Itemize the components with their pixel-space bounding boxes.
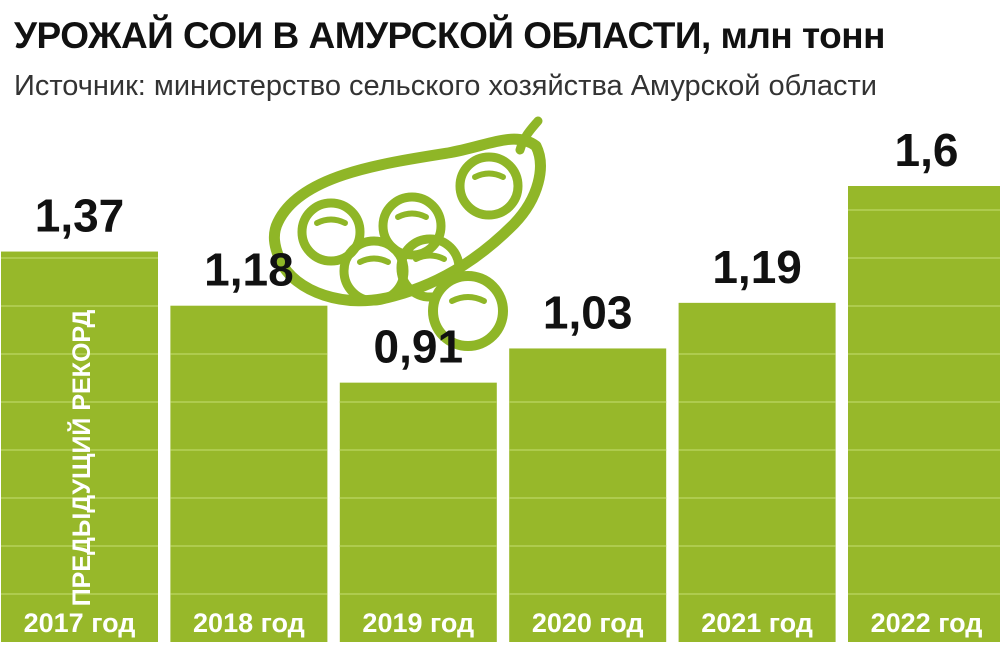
bar-value-label: 1,19 xyxy=(712,241,802,293)
bar xyxy=(339,382,497,642)
bar-category-label: 2019 год xyxy=(362,608,474,638)
bar-group: 1,19 2021 год xyxy=(678,241,836,642)
bar xyxy=(170,305,328,642)
bar-group: 1,6 2022 год xyxy=(848,124,1000,642)
chart-source: Источник: министерство сельского хозяйст… xyxy=(14,70,877,102)
bar-category-label: 2018 год xyxy=(193,608,305,638)
bar-category-label: 2017 год xyxy=(24,608,136,638)
bar xyxy=(1,251,158,643)
bar-value-label: 1,37 xyxy=(35,190,125,242)
bar-category-label: 2021 год xyxy=(701,608,813,638)
bar-value-label: 0,91 xyxy=(374,321,464,373)
bar-annotation: ПРЕДЫДУЩИЙ РЕКОРД xyxy=(66,310,96,607)
chart-title: УРОЖАЙ СОИ В АМУРСКОЙ ОБЛАСТИ, млн тонн xyxy=(14,15,885,56)
bar-category-label: 2020 год xyxy=(532,608,644,638)
bar-group: 1,03 2020 год xyxy=(509,286,667,642)
bar-value-label: 1,18 xyxy=(204,244,294,296)
bar-group: 0,91 2019 год xyxy=(339,321,497,642)
bar-group: 1,18 2018 год xyxy=(170,244,328,642)
bar xyxy=(509,348,667,642)
bar-value-label: 1,6 xyxy=(895,124,959,176)
bar-category-label: 2022 год xyxy=(871,608,983,638)
bar xyxy=(678,302,836,642)
bar-value-label: 1,03 xyxy=(543,286,633,338)
bar xyxy=(848,186,1000,642)
soybean-pod-icon xyxy=(268,116,546,351)
